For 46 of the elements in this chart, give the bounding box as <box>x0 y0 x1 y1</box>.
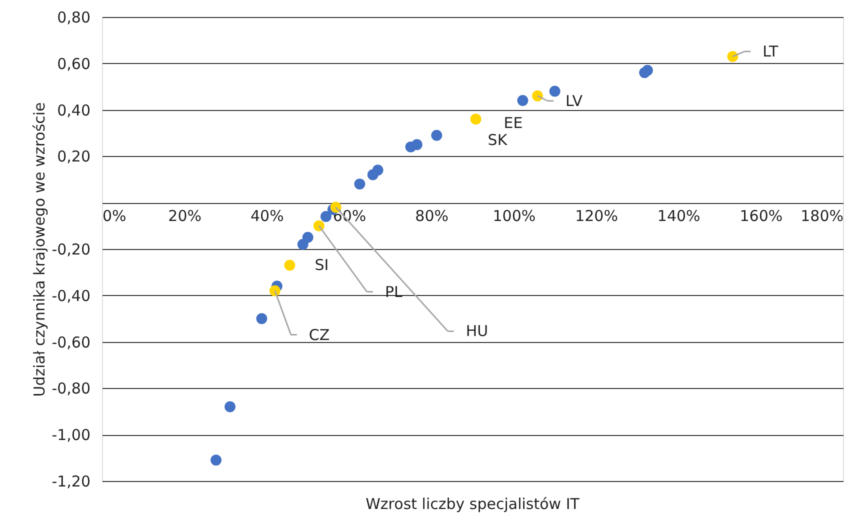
x-tick-label: 80% <box>415 207 449 226</box>
y-tick-label: -1,20 <box>52 472 90 490</box>
point <box>642 64 653 76</box>
x-tick-label: 160% <box>740 207 783 226</box>
point <box>210 454 222 466</box>
y-tick-label: 0,40 <box>57 101 90 120</box>
point <box>532 90 544 102</box>
point <box>302 232 314 243</box>
y-tick-label: -0,60 <box>52 333 90 352</box>
annotation: LV <box>566 92 584 110</box>
annotation: EE <box>504 114 523 132</box>
y-tick-label: -0,80 <box>52 380 90 398</box>
point <box>256 313 268 324</box>
y-tick-label: -0,20 <box>52 240 90 258</box>
annotation: SK <box>488 131 508 150</box>
y-tick-label: -1,00 <box>52 426 90 444</box>
x-tick-label: 40% <box>250 207 284 226</box>
y-axis-title: Udział czynnika krajowego we wzroście <box>30 102 49 397</box>
point <box>284 260 296 271</box>
point <box>224 401 236 412</box>
x-tick-label: 180% <box>800 207 844 226</box>
annotation: HU <box>466 322 488 340</box>
point <box>431 130 442 141</box>
x-tick-label: 120% <box>575 207 618 226</box>
x-axis-title: Wzrost liczby specjalistów IT <box>366 495 580 513</box>
x-tick-label: 140% <box>657 207 700 226</box>
x-tick-label: 0% <box>102 207 126 226</box>
y-tick-label: -0,40 <box>52 286 90 305</box>
y-tick-label: 0,60 <box>57 54 90 73</box>
point <box>269 285 280 296</box>
annotation: SI <box>314 256 329 274</box>
annotation: LT <box>762 42 779 60</box>
point <box>313 220 324 232</box>
point <box>354 178 366 190</box>
point <box>517 95 528 106</box>
point <box>727 50 738 62</box>
y-tick-label: 0,20 <box>57 148 90 166</box>
annotation: CZ <box>308 326 330 344</box>
x-tick-label: 20% <box>168 207 202 226</box>
point <box>372 164 384 176</box>
point <box>549 86 560 97</box>
point <box>320 211 332 222</box>
x-tick-label: 100% <box>492 207 536 226</box>
y-tick-label: 0,80 <box>57 8 90 26</box>
point <box>411 139 422 150</box>
point <box>470 114 482 125</box>
